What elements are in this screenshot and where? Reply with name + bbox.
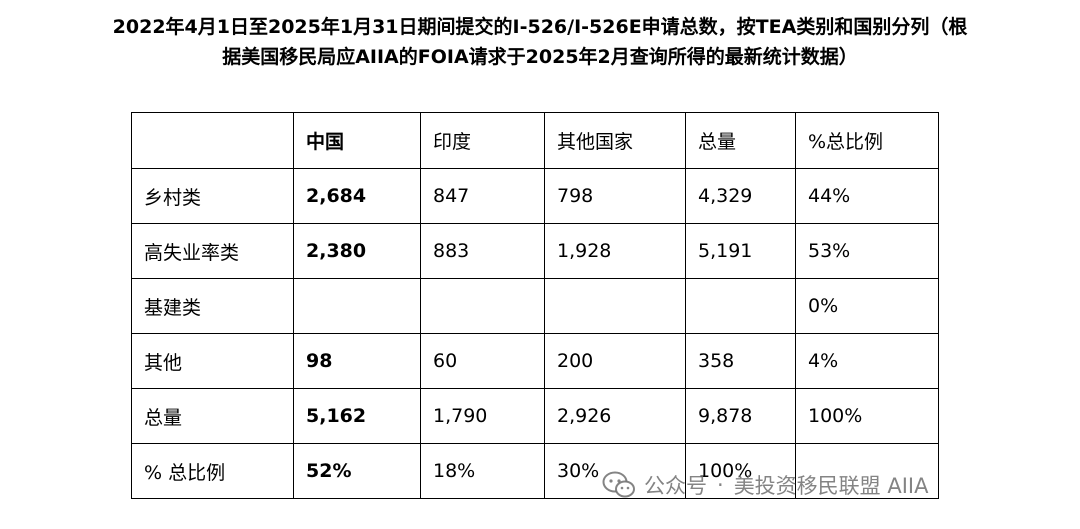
cell-other-countries: 1,928: [544, 223, 686, 279]
header-cell-percent: %总比例: [795, 112, 939, 169]
cell-other-countries: 200: [544, 333, 686, 389]
cell-india: 18%: [420, 443, 545, 499]
title-line-1: 2022年4月1日至2025年1月31日期间提交的I-526/I-526E申请总…: [112, 16, 968, 38]
cell-total: 4,329: [685, 168, 796, 224]
header-cell-other-countries: 其他国家: [544, 112, 686, 169]
cell-other-countries: 798: [544, 168, 686, 224]
cell-other-countries: [544, 278, 686, 334]
cell-percent: 4%: [795, 333, 939, 389]
cell-china: 2,380: [293, 223, 421, 279]
watermark-name: 美投资移民联盟 AIIA: [733, 474, 929, 498]
row-label: 基建类: [131, 278, 294, 334]
cell-china: 5,162: [293, 388, 421, 444]
cell-india: 1,790: [420, 388, 545, 444]
table-row: 总量 5,162 1,790 2,926 9,878 100%: [131, 388, 939, 444]
row-label: 乡村类: [131, 168, 294, 224]
cell-india: 883: [420, 223, 545, 279]
applications-table: 中国 印度 其他国家 总量 %总比例 乡村类 2,684 847 798 4,3…: [131, 112, 939, 499]
header-cell-india: 印度: [420, 112, 545, 169]
table-row: 高失业率类 2,380 883 1,928 5,191 53%: [131, 223, 939, 279]
row-label: % 总比例: [131, 443, 294, 499]
table-row: 其他 98 60 200 358 4%: [131, 333, 939, 389]
cell-india: 60: [420, 333, 545, 389]
cell-percent: 44%: [795, 168, 939, 224]
watermark: 公众号 · 美投资移民联盟 AIIA: [602, 470, 928, 500]
cell-china: 2,684: [293, 168, 421, 224]
cell-percent: 100%: [795, 388, 939, 444]
header-cell-china: 中国: [293, 112, 421, 169]
table-row: 乡村类 2,684 847 798 4,329 44%: [131, 168, 939, 224]
cell-china: 98: [293, 333, 421, 389]
cell-total: 9,878: [685, 388, 796, 444]
header-cell-total: 总量: [685, 112, 796, 169]
cell-india: 847: [420, 168, 545, 224]
wechat-icon: [602, 471, 635, 498]
cell-percent: 53%: [795, 223, 939, 279]
cell-percent: 0%: [795, 278, 939, 334]
row-label: 高失业率类: [131, 223, 294, 279]
cell-other-countries: 2,926: [544, 388, 686, 444]
header-cell-corner: [131, 112, 294, 169]
cell-total: 5,191: [685, 223, 796, 279]
cell-total: 358: [685, 333, 796, 389]
row-label: 其他: [131, 333, 294, 389]
table-header-row: 中国 印度 其他国家 总量 %总比例: [131, 112, 939, 169]
cell-percent: [795, 443, 939, 499]
watermark-prefix: 公众号: [644, 474, 707, 498]
cell-other-countries: 30%: [544, 443, 686, 499]
page-title: 2022年4月1日至2025年1月31日期间提交的I-526/I-526E申请总…: [0, 12, 1080, 72]
table-row: % 总比例 52% 18% 30% 100%: [131, 443, 939, 499]
table-row: 基建类 0%: [131, 278, 939, 334]
title-line-2: 据美国移民局应AIIA的FOIA请求于2025年2月查询所得的最新统计数据）: [222, 46, 858, 68]
cell-china: [293, 278, 421, 334]
cell-total: [685, 278, 796, 334]
watermark-separator: ·: [717, 473, 724, 497]
cell-india: [420, 278, 545, 334]
row-label: 总量: [131, 388, 294, 444]
cell-china: 52%: [293, 443, 421, 499]
